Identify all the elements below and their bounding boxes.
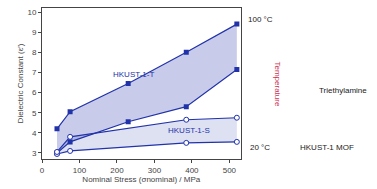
svg-text:6: 6	[32, 88, 37, 97]
svg-text:400: 400	[185, 166, 199, 175]
svg-text:9: 9	[32, 28, 37, 37]
svg-text:Triethylamine: Triethylamine	[319, 86, 367, 95]
svg-text:Temperature: Temperature	[273, 61, 282, 106]
svg-text:3: 3	[32, 149, 37, 158]
svg-text:0: 0	[40, 166, 45, 175]
svg-text:Nominal Stress (σnominal) / MP: Nominal Stress (σnominal) / MPa	[82, 175, 200, 184]
svg-text:100 °C: 100 °C	[248, 15, 273, 24]
svg-text:HKUST-1-S: HKUST-1-S	[168, 126, 210, 135]
svg-text:HKUST-1-T: HKUST-1-T	[113, 70, 154, 79]
svg-text:10: 10	[27, 8, 36, 17]
svg-text:8: 8	[32, 48, 37, 57]
svg-text:7: 7	[32, 68, 37, 77]
svg-text:Dielectric Constant (ε′): Dielectric Constant (ε′)	[16, 43, 25, 123]
svg-text:HKUST-1 MOF: HKUST-1 MOF	[300, 143, 354, 152]
svg-text:300: 300	[148, 166, 162, 175]
svg-text:5: 5	[32, 108, 37, 117]
svg-text:500: 500	[223, 166, 237, 175]
svg-text:20 °C: 20 °C	[250, 143, 270, 152]
svg-text:100: 100	[73, 166, 87, 175]
svg-text:200: 200	[110, 166, 124, 175]
svg-text:4: 4	[32, 129, 37, 138]
